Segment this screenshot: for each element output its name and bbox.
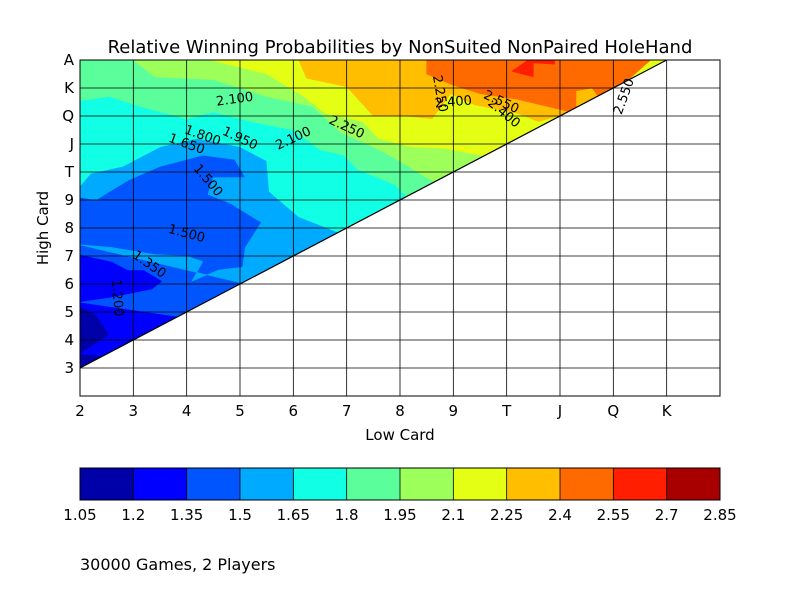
x-tick-label: K (662, 402, 673, 420)
x-tick-label: Q (607, 402, 619, 420)
y-tick-label: J (69, 135, 74, 153)
y-tick-label: Q (62, 107, 74, 125)
x-tick-label: 3 (129, 402, 139, 420)
colorbar-tick-label: 1.8 (335, 506, 359, 524)
x-tick-label: J (557, 402, 562, 420)
y-tick-label: 9 (64, 191, 74, 209)
y-tick-label: A (64, 51, 75, 69)
y-tick-label: 8 (64, 219, 74, 237)
colorbar-tick-label: 1.05 (63, 506, 96, 524)
y-tick-label: 6 (64, 275, 74, 293)
colorbar-swatch (400, 468, 454, 500)
y-tick-label: 5 (64, 303, 74, 321)
footnote-games-players: 30000 Games, 2 Players (80, 555, 276, 574)
colorbar-swatch (293, 468, 347, 500)
y-tick-label: 7 (64, 247, 74, 265)
colorbar-swatch (506, 468, 560, 500)
colorbar: 1.05 1.2 1.35 1.5 1.65 1.8 1.95 2.1 2.25 2.4 2.55 2… (63, 467, 737, 524)
contour-region-11 (511, 60, 555, 78)
y-tick-label: T (64, 163, 75, 181)
x-axis-label: Low Card (365, 426, 434, 444)
colorbar-tick-label: 1.95 (383, 506, 416, 524)
colorbar-tick-label: 1.35 (170, 506, 203, 524)
plot-frame (79, 59, 721, 397)
contour-label: 2.250 (429, 74, 450, 113)
x-axis-ticks: 2 3 4 5 6 7 8 9 T J Q K (75, 402, 673, 420)
x-tick-label: 8 (395, 402, 405, 420)
colorbar-tick-label: 1.65 (277, 506, 310, 524)
x-tick-label: 2 (75, 402, 85, 420)
colorbar-tick-label: 1.2 (121, 506, 145, 524)
colorbar-tick-label: 2.25 (490, 506, 523, 524)
x-tick-label: 4 (182, 402, 192, 420)
x-tick-label: T (501, 402, 512, 420)
colorbar-tick-label: 2.85 (703, 506, 736, 524)
colorbar-tick-label: 2.7 (655, 506, 679, 524)
grid-lines (80, 60, 720, 396)
y-tick-label: K (64, 79, 75, 97)
colorbar-swatch (666, 468, 720, 500)
y-axis-label: High Card (34, 191, 52, 265)
x-tick-label: 7 (342, 402, 352, 420)
colorbar-swatch (613, 468, 667, 500)
chart-title: Relative Winning Probabilities by NonSui… (108, 37, 693, 58)
colorbar-swatch (560, 468, 614, 500)
colorbar-swatch (186, 468, 240, 500)
y-tick-label: 3 (64, 359, 74, 377)
colorbar-swatch (133, 468, 187, 500)
contour-label: 2.100 (215, 90, 254, 110)
colorbar-swatch (240, 468, 294, 500)
x-tick-label: 6 (289, 402, 299, 420)
colorbar-tick-label: 2.55 (597, 506, 630, 524)
colorbar-frame (79, 467, 721, 501)
contour-label: 2.400 (434, 93, 472, 111)
contour-label: 1.200 (108, 279, 126, 317)
x-tick-label: 5 (235, 402, 245, 420)
colorbar-swatch (453, 468, 507, 500)
colorbar-tick-label: 1.5 (228, 506, 252, 524)
x-tick-label: 9 (449, 402, 459, 420)
colorbar-tick-label: 2.1 (441, 506, 465, 524)
colorbar-swatch (80, 468, 134, 500)
y-tick-label: 4 (64, 331, 74, 349)
colorbar-tick-label: 2.4 (548, 506, 572, 524)
colorbar-swatch (346, 468, 400, 500)
diagonal-boundary (79, 59, 667, 369)
